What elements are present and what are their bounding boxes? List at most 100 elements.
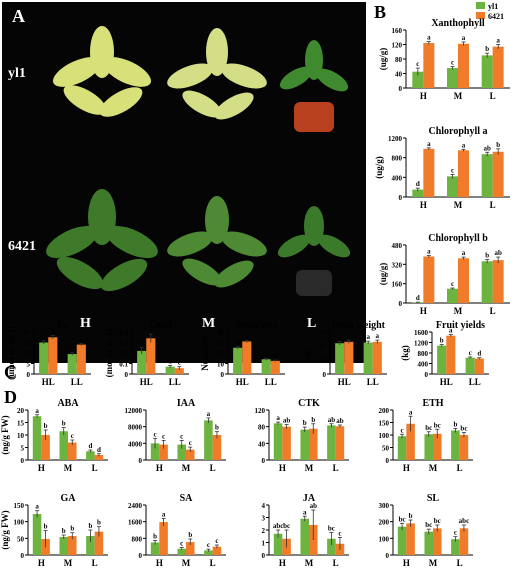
significance-letter: b (311, 416, 315, 424)
x-tick-label: LL (169, 377, 181, 387)
y-tick-label: 160 (392, 27, 403, 35)
y-tick-label: 50 (382, 445, 390, 453)
y-tick-label: 40 (217, 329, 225, 337)
bar-6421-H (423, 43, 435, 88)
significance-letter: a (462, 34, 466, 42)
y-tick-label: 0 (21, 552, 25, 560)
x-tick-label: M (454, 91, 463, 101)
y-tick-label: 120 (255, 407, 266, 415)
bar-6421-M (458, 258, 469, 303)
bar-6421-LL (76, 344, 86, 374)
y-tick-label: 0.4 (119, 329, 128, 337)
y-tick-label: 4000 (128, 440, 143, 448)
row-label-yl1: yl1 (8, 66, 26, 81)
panel-letter-c: C (4, 362, 17, 382)
y-tick-label: 800 (418, 350, 429, 358)
y-tick-label: 0 (139, 552, 143, 560)
y-axis-label: (kg) (400, 345, 410, 361)
y-tick-label: 20 (23, 329, 31, 337)
y-tick-label: 2 (262, 527, 266, 535)
x-tick-label: M (64, 463, 73, 473)
bar-6421-H (282, 426, 291, 460)
significance-letter: ab (328, 416, 336, 424)
bar-6421-L (212, 435, 222, 460)
panel-letter-a: A (12, 6, 25, 26)
bar-yl1-M (424, 531, 433, 555)
legend-label-yl1: yl1 (488, 2, 498, 11)
x-tick-label: H (38, 463, 45, 473)
bar-yl1-H (412, 71, 424, 88)
x-tick-label: H (279, 558, 286, 568)
significance-letter: a (376, 332, 380, 340)
significance-letter: bc (425, 521, 432, 529)
y-tick-label: 480 (392, 242, 403, 250)
significance-letter: a (303, 508, 307, 516)
y-tick-label: 800 (132, 535, 143, 543)
bar-yl1-HL (233, 347, 243, 374)
y-tick-label: 0 (262, 552, 266, 560)
bar-6421-H (159, 522, 168, 555)
y-tick-label: 8000 (128, 424, 143, 432)
bar-yl1-M (59, 431, 68, 460)
x-tick-label: M (305, 558, 314, 568)
y-axis-label: (ug/g) (378, 48, 388, 71)
bar-yl1-H (397, 526, 407, 555)
x-tick-label: H (279, 463, 286, 473)
chart-title: JA (303, 493, 316, 504)
plant-yl1-l (279, 40, 349, 132)
significance-letter: a (35, 407, 39, 415)
significance-letter: b (88, 522, 92, 530)
significance-letter: abc (273, 522, 284, 530)
y-tick-label: 5 (21, 445, 25, 453)
x-tick-label: L (333, 463, 339, 473)
bar-6421-M (68, 536, 77, 555)
x-tick-label: L (92, 558, 98, 568)
significance-letter: bc (399, 515, 406, 523)
bar-yl1-LL (67, 354, 77, 374)
y-tick-label: 300 (379, 502, 390, 510)
y-tick-label: 200 (379, 407, 390, 415)
bar-yl1-L (481, 55, 493, 88)
significance-letter: b (153, 532, 157, 540)
legend-swatch-yl1 (476, 2, 485, 9)
x-tick-label: M (305, 463, 314, 473)
significance-letter: d (416, 180, 420, 188)
y-tick-label: 100 (379, 535, 390, 543)
significance-letter: b (440, 337, 444, 345)
x-tick-label: H (420, 306, 427, 316)
significance-letter: c (469, 349, 472, 357)
bar-6421-H (41, 435, 50, 460)
chart-title: Fruit sets (236, 320, 276, 331)
significance-letter: b (215, 424, 219, 432)
chart-title: SA (180, 493, 194, 504)
bar-6421-H (423, 256, 435, 303)
y-tick-label: 400 (392, 174, 403, 182)
significance-letter: b (188, 531, 192, 539)
significance-letter: a (347, 332, 351, 340)
bar-yl1-H (32, 514, 42, 555)
bar-6421-LL (174, 368, 184, 374)
significance-letter: a (449, 327, 453, 335)
y-tick-label: 1 (262, 540, 266, 548)
bar-yl1-H (412, 189, 424, 197)
bar-yl1-H (150, 443, 160, 460)
y-tick-label: 0 (386, 552, 390, 560)
significance-letter: bc (425, 424, 432, 432)
significance-letter: bc (434, 421, 441, 429)
bar-6421-L (459, 528, 469, 555)
significance-letter: c (215, 537, 218, 545)
significance-letter: a (462, 249, 466, 257)
bar-yl1-M (300, 429, 309, 460)
y-tick-label: 200 (379, 519, 390, 527)
x-tick-label: H (156, 558, 163, 568)
y-tick-label: 30 (217, 340, 225, 348)
x-tick-label: H (403, 463, 410, 473)
x-tick-label: L (457, 558, 463, 568)
chart-chlorophyll-a: Chlorophyll a 0 400 800 1200 (ug/g) Hd a Mc a Lab b (374, 126, 510, 210)
col-label-l: L (307, 316, 317, 331)
significance-letter: c (265, 350, 268, 358)
